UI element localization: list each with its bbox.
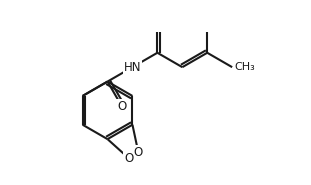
Text: HN: HN	[124, 61, 141, 74]
Text: CH₃: CH₃	[234, 62, 255, 72]
Text: O: O	[134, 146, 143, 159]
Text: O: O	[117, 100, 127, 113]
Text: O: O	[124, 152, 133, 165]
